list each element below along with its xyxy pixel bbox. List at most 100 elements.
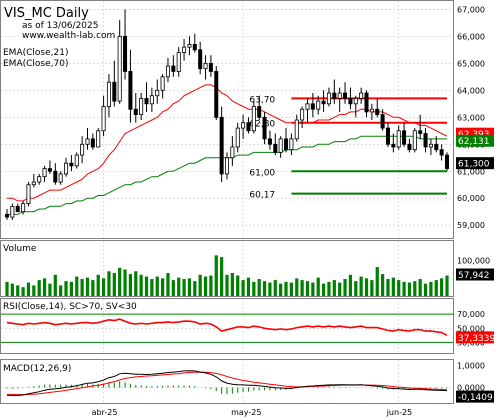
volume-bar (305, 281, 310, 296)
candles (4, 9, 450, 220)
volume-bar (381, 274, 385, 296)
macd-tick-label: 0,0000 (457, 384, 485, 393)
candle-body (251, 106, 256, 132)
volume-bar (407, 282, 412, 296)
candle-body (128, 71, 133, 110)
candle-body (139, 98, 144, 116)
volume-bar (220, 257, 224, 296)
volume-bar (91, 280, 95, 296)
volume-bar (295, 278, 299, 296)
volume-bar (413, 281, 417, 296)
candle-body (396, 130, 401, 148)
volume-value-tag-bg (456, 268, 494, 281)
volume-bar (150, 279, 154, 296)
volume-bar (155, 276, 159, 296)
x-tick-label: abr-25 (92, 408, 118, 417)
volume-bar (32, 285, 36, 296)
candle-body (69, 162, 74, 167)
candle-body (37, 176, 42, 183)
volume-pane-title: Volume (3, 244, 37, 254)
candle-body (10, 205, 15, 218)
candle-body (187, 44, 192, 48)
volume-bar (348, 274, 353, 296)
candle-body (418, 130, 423, 134)
candle-body (310, 103, 315, 110)
volume-bar (203, 276, 208, 296)
price-tick-label: 66,000 (457, 32, 485, 41)
candle-body (123, 35, 128, 72)
volume-pane-frame (0, 240, 454, 297)
candle-body (47, 168, 52, 172)
candle-body (364, 92, 369, 113)
candle-body (439, 149, 444, 156)
legend-ema70: EMA(Close,70) (3, 59, 68, 69)
candle-body (380, 114, 385, 129)
volume-bar (289, 282, 293, 296)
volume-bar (364, 278, 369, 296)
candle-body (267, 138, 272, 145)
candle-body (359, 92, 364, 99)
candle-body (15, 205, 20, 213)
candle-body (112, 81, 117, 102)
volume-bar (193, 281, 197, 296)
candle-body (42, 168, 47, 178)
volume-bar (246, 277, 251, 296)
candle-body (262, 116, 267, 140)
candle-body (21, 203, 26, 213)
price-tick-label: 65,000 (457, 59, 485, 68)
price-value-tag-bg (456, 157, 494, 170)
price-tick-label: 67,000 (457, 5, 485, 14)
macd-value-tag-bg (456, 390, 494, 403)
rsi-value-tag-bg (456, 331, 494, 344)
volume-bar (327, 281, 331, 296)
volume-bar (273, 280, 277, 296)
volume-bar (139, 274, 143, 296)
volume-bar (316, 277, 320, 296)
candle-body (101, 106, 106, 132)
volume-bar (101, 278, 106, 296)
level-label: 62,80 (249, 120, 275, 130)
candle-body (117, 35, 122, 102)
volume-bar (59, 285, 63, 296)
site-watermark: www.wealth-lab.com (22, 31, 115, 41)
candle-body (316, 100, 321, 110)
candle-body (353, 98, 358, 105)
volume-bar (10, 283, 14, 296)
candle-body (214, 71, 219, 118)
candle-body (369, 108, 374, 113)
volume-bar (225, 274, 229, 296)
price-tick-label: 61,000 (457, 167, 485, 176)
price-value-tag-bg (456, 134, 494, 147)
volume-bars: 100,000 57,942 (5, 255, 494, 296)
volume-bar (21, 287, 25, 296)
rsi-value-tag: 37,3339 (458, 334, 495, 344)
candle-body (375, 108, 380, 116)
price-levels: 63,70 62,80 61,00 60,17 (249, 95, 447, 201)
candle-body (208, 62, 213, 72)
level-label: 61,00 (249, 168, 275, 178)
volume-bar (321, 283, 326, 296)
candle-body (219, 116, 224, 175)
price-value-tag: 62,131 (458, 137, 490, 147)
volume-bar (128, 274, 133, 296)
volume-bar (123, 269, 127, 296)
candle-body (241, 122, 246, 129)
rsi-pane-title: RSI(Close,14), SC>70, SV<30 (3, 302, 137, 312)
volume-bar (311, 282, 315, 296)
volume-bar (391, 277, 395, 296)
candle-body (192, 44, 197, 51)
volume-bar (386, 279, 390, 296)
candle-body (407, 143, 412, 151)
candle-body (155, 89, 160, 97)
candle-body (182, 46, 187, 53)
candle-body (391, 143, 396, 148)
rsi-pane-frame (0, 298, 454, 354)
volume-value-tag: 57,942 (458, 271, 490, 281)
volume-bar (257, 279, 261, 296)
volume-bar (343, 279, 347, 296)
volume-bar (230, 273, 234, 296)
volume-bar (338, 282, 342, 296)
candle-body (64, 162, 69, 175)
